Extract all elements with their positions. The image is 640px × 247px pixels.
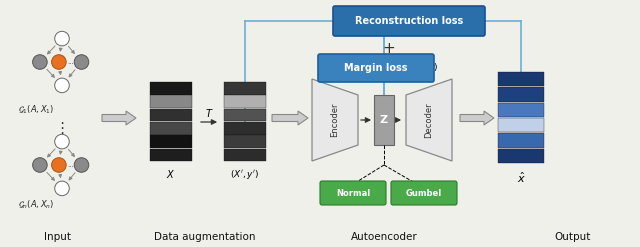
- Text: Decoder: Decoder: [424, 102, 433, 138]
- FancyBboxPatch shape: [320, 181, 386, 205]
- Bar: [498, 87, 544, 102]
- Polygon shape: [272, 111, 308, 125]
- Circle shape: [55, 134, 69, 149]
- Bar: [498, 149, 544, 163]
- Text: $X$: $X$: [166, 168, 175, 180]
- Text: Output: Output: [555, 232, 591, 242]
- Text: Autoencoder: Autoencoder: [351, 232, 417, 242]
- Text: $\mathcal{G}_n(A, X_n)$: $\mathcal{G}_n(A, X_n)$: [18, 199, 54, 211]
- Text: $\hat{x}$: $\hat{x}$: [516, 171, 525, 185]
- Text: Z: Z: [380, 115, 388, 125]
- Bar: [150, 82, 192, 95]
- Text: ⋮: ⋮: [54, 121, 70, 136]
- Circle shape: [55, 78, 69, 93]
- Circle shape: [55, 181, 69, 196]
- Text: Input: Input: [44, 232, 71, 242]
- Bar: [498, 118, 544, 132]
- Bar: [374, 95, 394, 145]
- Bar: [224, 135, 266, 148]
- Text: ...: ...: [68, 59, 74, 65]
- Text: $T$: $T$: [205, 107, 213, 119]
- Text: +: +: [383, 41, 396, 56]
- Bar: [224, 109, 266, 121]
- Text: Reconstruction loss: Reconstruction loss: [355, 16, 463, 26]
- Bar: [150, 109, 192, 121]
- Bar: [224, 149, 266, 161]
- Bar: [498, 72, 544, 86]
- Circle shape: [33, 158, 47, 172]
- Circle shape: [33, 55, 47, 69]
- Text: $\mathcal{G}_1(A, X_1)$: $\mathcal{G}_1(A, X_1)$: [18, 104, 54, 116]
- FancyBboxPatch shape: [391, 181, 457, 205]
- FancyBboxPatch shape: [318, 54, 434, 82]
- Text: Normal: Normal: [336, 188, 370, 198]
- Text: ...: ...: [68, 162, 74, 168]
- Circle shape: [55, 31, 69, 46]
- FancyBboxPatch shape: [333, 6, 485, 36]
- Text: Data augmentation: Data augmentation: [154, 232, 255, 242]
- Bar: [150, 122, 192, 135]
- Bar: [150, 135, 192, 148]
- Bar: [224, 82, 266, 95]
- Bar: [498, 133, 544, 148]
- Circle shape: [52, 158, 66, 172]
- Bar: [224, 122, 266, 135]
- Text: Encoder: Encoder: [330, 103, 339, 137]
- Text: $g(z)$: $g(z)$: [420, 61, 438, 74]
- Bar: [150, 149, 192, 161]
- Polygon shape: [312, 79, 358, 161]
- Circle shape: [74, 55, 89, 69]
- Text: Gumbel: Gumbel: [406, 188, 442, 198]
- Text: $(X', y')$: $(X', y')$: [230, 167, 260, 181]
- Bar: [498, 103, 544, 117]
- Bar: [150, 95, 192, 108]
- Polygon shape: [460, 111, 494, 125]
- Circle shape: [52, 55, 66, 69]
- Bar: [224, 95, 266, 108]
- Circle shape: [74, 158, 89, 172]
- Polygon shape: [406, 79, 452, 161]
- Text: $f(A,X)$: $f(A,X)$: [321, 61, 349, 73]
- Text: Margin loss: Margin loss: [344, 63, 408, 73]
- Polygon shape: [102, 111, 136, 125]
